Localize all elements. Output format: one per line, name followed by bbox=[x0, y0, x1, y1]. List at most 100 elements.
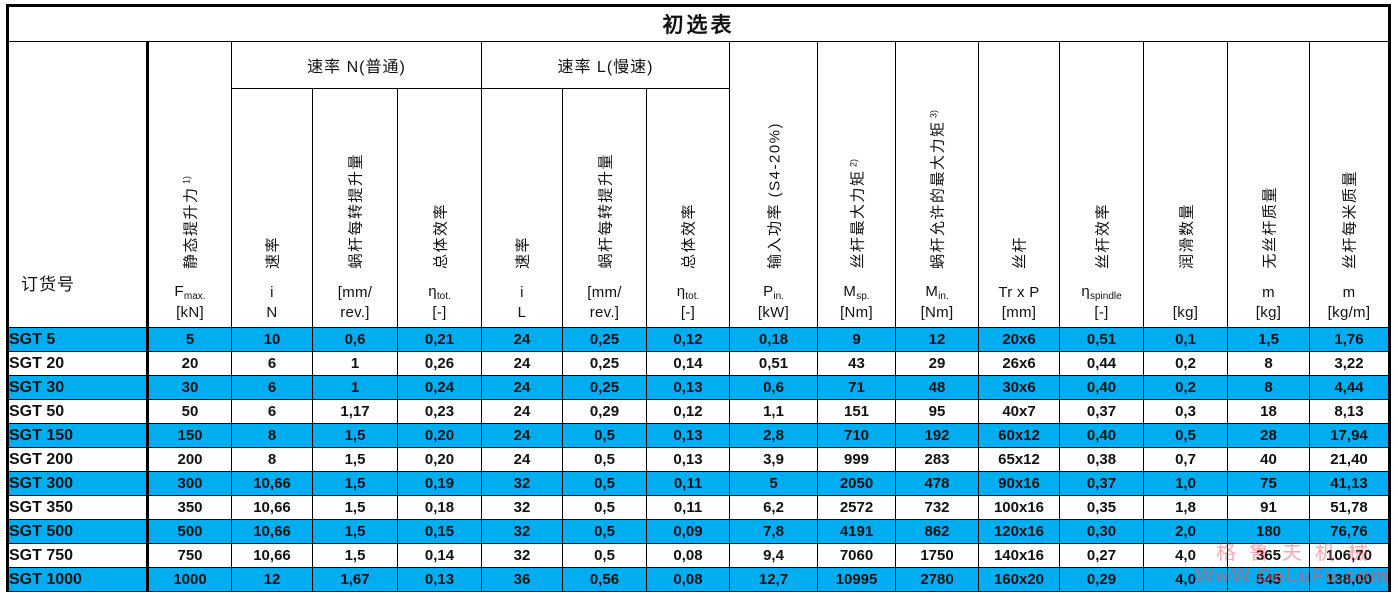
row-label: SGT 150 bbox=[7, 423, 149, 448]
data-cell: 0,14 bbox=[397, 543, 482, 568]
data-cell: 2,8 bbox=[729, 423, 818, 448]
data-cell: 32 bbox=[481, 495, 563, 520]
data-cell: 0,29 bbox=[562, 399, 647, 424]
data-cell: 65x12 bbox=[978, 447, 1060, 472]
column-header-vertical-label: 输入功率 (S4-20%) bbox=[766, 121, 783, 269]
table-row-sgt-5: SGT 5 5 10 0,6 0,21 24 0,25 0,12 0,18 9 12 20x6 0,51… bbox=[7, 327, 1390, 352]
data-cell: 10,66 bbox=[231, 471, 313, 496]
data-cell: 26x6 bbox=[978, 351, 1060, 376]
data-cell: 1000 bbox=[147, 567, 232, 592]
data-cell: 8 bbox=[231, 447, 313, 472]
data-cell: 0,37 bbox=[1059, 399, 1144, 424]
preliminary-selection-table: 初选表 订货号 静态提升力 1) Fmax. [kN] 速率 N(普通) 速率 L(慢速)… bbox=[6, 4, 1391, 592]
title-row: 初选表 bbox=[7, 5, 1390, 42]
data-cell: 7060 bbox=[817, 543, 896, 568]
data-cell: 8,13 bbox=[1309, 399, 1390, 424]
column-header-symbol: ηtot. [-] bbox=[676, 282, 700, 321]
data-cell: 30x6 bbox=[978, 375, 1060, 400]
data-cell: 0,23 bbox=[397, 399, 482, 424]
data-cell: 140x16 bbox=[978, 543, 1060, 568]
table-row-sgt-300: SGT 300 300 10,66 1,5 0,19 32 0,5 0,11 5 2050 478 9… bbox=[7, 471, 1390, 496]
data-cell: 1 bbox=[312, 351, 398, 376]
data-cell: 24 bbox=[481, 375, 563, 400]
data-cell: 0,12 bbox=[646, 327, 730, 352]
data-cell: 40 bbox=[1227, 447, 1310, 472]
data-cell: 478 bbox=[895, 471, 979, 496]
data-cell: 0,51 bbox=[1059, 327, 1144, 352]
data-cell: 24 bbox=[481, 351, 563, 376]
data-cell: 1,5 bbox=[312, 495, 398, 520]
table-row-sgt-150: SGT 150 150 8 1,5 0,20 24 0,5 0,13 2,8 710 192 60x1… bbox=[7, 423, 1390, 448]
data-cell: 1 bbox=[312, 375, 398, 400]
data-cell: 0,12 bbox=[646, 399, 730, 424]
data-cell: 32 bbox=[481, 471, 563, 496]
data-cell: 60x12 bbox=[978, 423, 1060, 448]
data-cell: 120x16 bbox=[978, 519, 1060, 544]
data-cell: 1,1 bbox=[729, 399, 818, 424]
data-cell: 0,5 bbox=[562, 495, 647, 520]
data-cell: 0,3 bbox=[1143, 399, 1228, 424]
data-cell: 10,66 bbox=[231, 519, 313, 544]
data-cell: 0,11 bbox=[646, 495, 730, 520]
data-cell: 0,19 bbox=[397, 471, 482, 496]
data-cell: 0,40 bbox=[1059, 375, 1144, 400]
data-cell: 0,27 bbox=[1059, 543, 1144, 568]
column-header-vertical-label: 速率 bbox=[514, 235, 532, 269]
data-cell: 350 bbox=[147, 495, 232, 520]
data-cell: 8 bbox=[231, 423, 313, 448]
data-cell: 0,38 bbox=[1059, 447, 1144, 472]
column-header-mass-without-spindle: 无丝杆质量 m [kg] bbox=[1227, 41, 1310, 328]
data-cell: 10,66 bbox=[231, 495, 313, 520]
data-cell: 999 bbox=[817, 447, 896, 472]
column-header-vertical-label: 蜗杆每转提升量 bbox=[347, 153, 365, 269]
data-cell: 0,20 bbox=[397, 423, 482, 448]
data-cell: 28 bbox=[1227, 423, 1310, 448]
column-header-symbol: Min. [Nm] bbox=[920, 282, 954, 321]
data-cell: 17,94 bbox=[1309, 423, 1390, 448]
data-cell: 100x16 bbox=[978, 495, 1060, 520]
data-cell: 1,5 bbox=[312, 543, 398, 568]
column-header-static-lifting-force: 静态提升力 1) Fmax. [kN] bbox=[147, 41, 232, 328]
column-header-vertical-label: 总体效率 bbox=[432, 202, 449, 269]
table-row-sgt-200: SGT 200 200 8 1,5 0,20 24 0,5 0,13 3,9 999 283 65x1… bbox=[7, 447, 1390, 472]
data-cell: 0,11 bbox=[646, 471, 730, 496]
data-cell: 9 bbox=[817, 327, 896, 352]
data-cell: 0,35 bbox=[1059, 495, 1144, 520]
data-cell: 41,13 bbox=[1309, 471, 1390, 496]
data-cell: 20x6 bbox=[978, 327, 1060, 352]
column-header-spindle-mass-per-m: 丝杆每米质量 m [kg/m] bbox=[1309, 41, 1390, 328]
data-cell: 1,17 bbox=[312, 399, 398, 424]
data-cell: 24 bbox=[481, 423, 563, 448]
column-header-lift-per-rev-l: 蜗杆每转提升量 [mm/rev.] bbox=[562, 88, 647, 328]
data-cell: 0,20 bbox=[397, 447, 482, 472]
group-header-speed-l: 速率 L(慢速) bbox=[481, 41, 730, 89]
data-cell: 0,25 bbox=[562, 327, 647, 352]
column-header-symbol: ηspindle [-] bbox=[1081, 282, 1122, 321]
column-header-symbol: [kg] bbox=[1172, 303, 1199, 321]
data-cell: 48 bbox=[895, 375, 979, 400]
column-header-order-number: 订货号 bbox=[7, 41, 149, 328]
column-header-symbol: Msp. [Nm] bbox=[840, 282, 873, 321]
row-label: SGT 350 bbox=[7, 495, 149, 520]
table-title: 初选表 bbox=[7, 5, 1390, 42]
column-header-vertical-label: 总体效率 bbox=[680, 202, 698, 269]
column-header-input-power: 输入功率 (S4-20%) Pin. [kW] bbox=[729, 41, 818, 328]
data-cell: 0,30 bbox=[1059, 519, 1144, 544]
data-cell: 3,22 bbox=[1309, 351, 1390, 376]
data-cell: 43 bbox=[817, 351, 896, 376]
data-cell: 0,1 bbox=[1143, 327, 1228, 352]
column-header-vertical-label: 丝杆每米质量 bbox=[1341, 169, 1359, 269]
data-cell: 24 bbox=[481, 327, 563, 352]
data-cell: 1750 bbox=[895, 543, 979, 568]
data-cell: 0,51 bbox=[729, 351, 818, 376]
data-cell: 365 bbox=[1227, 543, 1310, 568]
data-cell: 750 bbox=[147, 543, 232, 568]
data-cell: 0,5 bbox=[562, 447, 647, 472]
row-label: SGT 500 bbox=[7, 519, 149, 544]
data-cell: 4,0 bbox=[1143, 543, 1228, 568]
column-header-vertical-label: 丝杆最大力矩 2) bbox=[848, 159, 866, 269]
column-header-vertical-label: 丝杆 bbox=[1011, 235, 1029, 269]
column-header-vertical-label: 速率 bbox=[264, 235, 282, 269]
